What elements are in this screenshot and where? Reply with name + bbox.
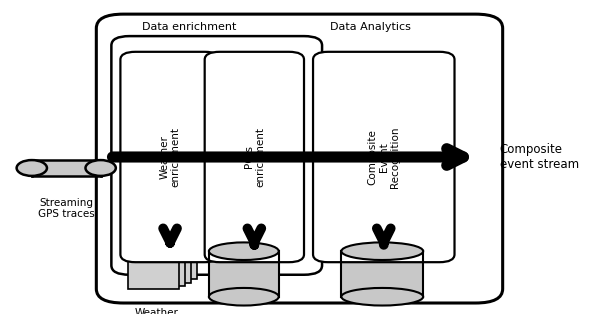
FancyBboxPatch shape <box>96 14 503 303</box>
Text: Streaming
GPS traces: Streaming GPS traces <box>38 198 95 219</box>
FancyBboxPatch shape <box>146 236 197 279</box>
Text: Data enrichment: Data enrichment <box>143 22 237 32</box>
FancyBboxPatch shape <box>111 36 322 275</box>
Ellipse shape <box>341 288 423 306</box>
Ellipse shape <box>17 160 47 176</box>
Ellipse shape <box>341 242 423 260</box>
Text: Composite
Event
Recognition: Composite Event Recognition <box>367 126 400 188</box>
Ellipse shape <box>209 242 279 260</box>
Polygon shape <box>209 251 279 297</box>
FancyBboxPatch shape <box>120 52 220 262</box>
Text: Weather
enrichment: Weather enrichment <box>160 127 181 187</box>
FancyBboxPatch shape <box>134 242 185 286</box>
Text: Weather
data: Weather data <box>135 308 178 314</box>
Text: Data Analytics: Data Analytics <box>330 22 411 32</box>
Polygon shape <box>32 160 101 176</box>
Text: POIs
enrichment: POIs enrichment <box>244 127 265 187</box>
FancyBboxPatch shape <box>313 52 455 262</box>
FancyBboxPatch shape <box>128 245 179 289</box>
Polygon shape <box>341 251 423 297</box>
Ellipse shape <box>209 288 279 306</box>
Ellipse shape <box>85 160 116 176</box>
Text: Composite
event stream: Composite event stream <box>500 143 579 171</box>
FancyBboxPatch shape <box>205 52 304 262</box>
FancyBboxPatch shape <box>140 239 191 283</box>
